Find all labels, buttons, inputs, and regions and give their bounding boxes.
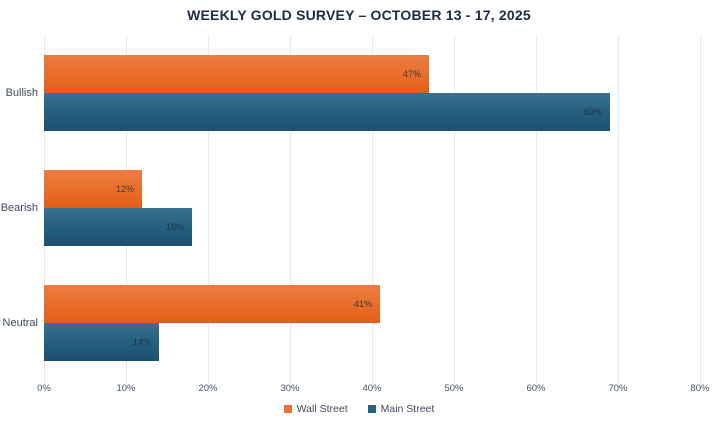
category-label-neutral: Neutral <box>2 316 38 329</box>
bar-value-label-main-street-neutral: 14% <box>132 336 151 347</box>
chart-title: WEEKLY GOLD SURVEY – OCTOBER 13 - 17, 20… <box>187 7 531 23</box>
x-axis-label-0%: 0% <box>37 383 51 394</box>
bar-value-label-main-street-bullish: 69% <box>583 106 602 117</box>
legend-item-main-street: Main Street <box>367 403 435 415</box>
legend-item-wall-street: Wall Street <box>283 403 348 415</box>
main-street-swatch-icon <box>367 405 376 413</box>
gridline-50% <box>454 35 455 384</box>
bar-group-bullish: 47% 69% <box>44 35 700 150</box>
gridline-80% <box>700 35 701 384</box>
bar-group-neutral: 41% 14% <box>44 265 700 380</box>
gridline-20% <box>208 35 209 384</box>
x-axis-label-10%: 10% <box>116 383 136 394</box>
wall-street-swatch-icon <box>283 405 292 413</box>
x-axis-label-40%: 40% <box>362 383 382 394</box>
x-axis-label-30%: 30% <box>280 383 300 394</box>
gridline-60% <box>536 35 537 384</box>
bar-group-bearish: 12% 18% <box>44 150 700 265</box>
gridline-40% <box>372 35 373 384</box>
bar-value-label-wall-street-bearish: 12% <box>115 183 134 194</box>
bar-main-street-bearish: 18% <box>44 207 192 246</box>
x-axis-label-70%: 70% <box>608 383 628 394</box>
legend-label-wall-street: Wall Street <box>296 403 348 415</box>
bar-value-label-main-street-bearish: 18% <box>165 221 184 232</box>
bar-wall-street-bullish: 47% <box>44 54 429 93</box>
bar-value-label-wall-street-neutral: 41% <box>353 298 372 309</box>
bar-wall-street-bearish: 12% <box>44 169 142 208</box>
bar-value-label-wall-street-bullish: 47% <box>402 68 421 79</box>
x-axis-label-60%: 60% <box>526 383 546 394</box>
gridline-30% <box>290 35 291 384</box>
category-label-bearish: Bearish <box>0 201 38 214</box>
legend-label-main-street: Main Street <box>380 403 435 415</box>
bar-main-street-neutral: 14% <box>44 322 159 361</box>
x-axis-label-50%: 50% <box>444 383 464 394</box>
x-axis-label-80%: 80% <box>690 383 710 394</box>
x-axis-label-20%: 20% <box>198 383 218 394</box>
category-label-bullish: Bullish <box>5 86 38 99</box>
plot-area: 47% 69% 12% 18% 41% 14% <box>44 35 701 384</box>
bar-wall-street-neutral: 41% <box>44 284 380 323</box>
bar-main-street-bullish: 69% <box>44 92 610 131</box>
gridline-70% <box>618 35 619 384</box>
legend: Wall Street Main Street <box>0 403 718 415</box>
